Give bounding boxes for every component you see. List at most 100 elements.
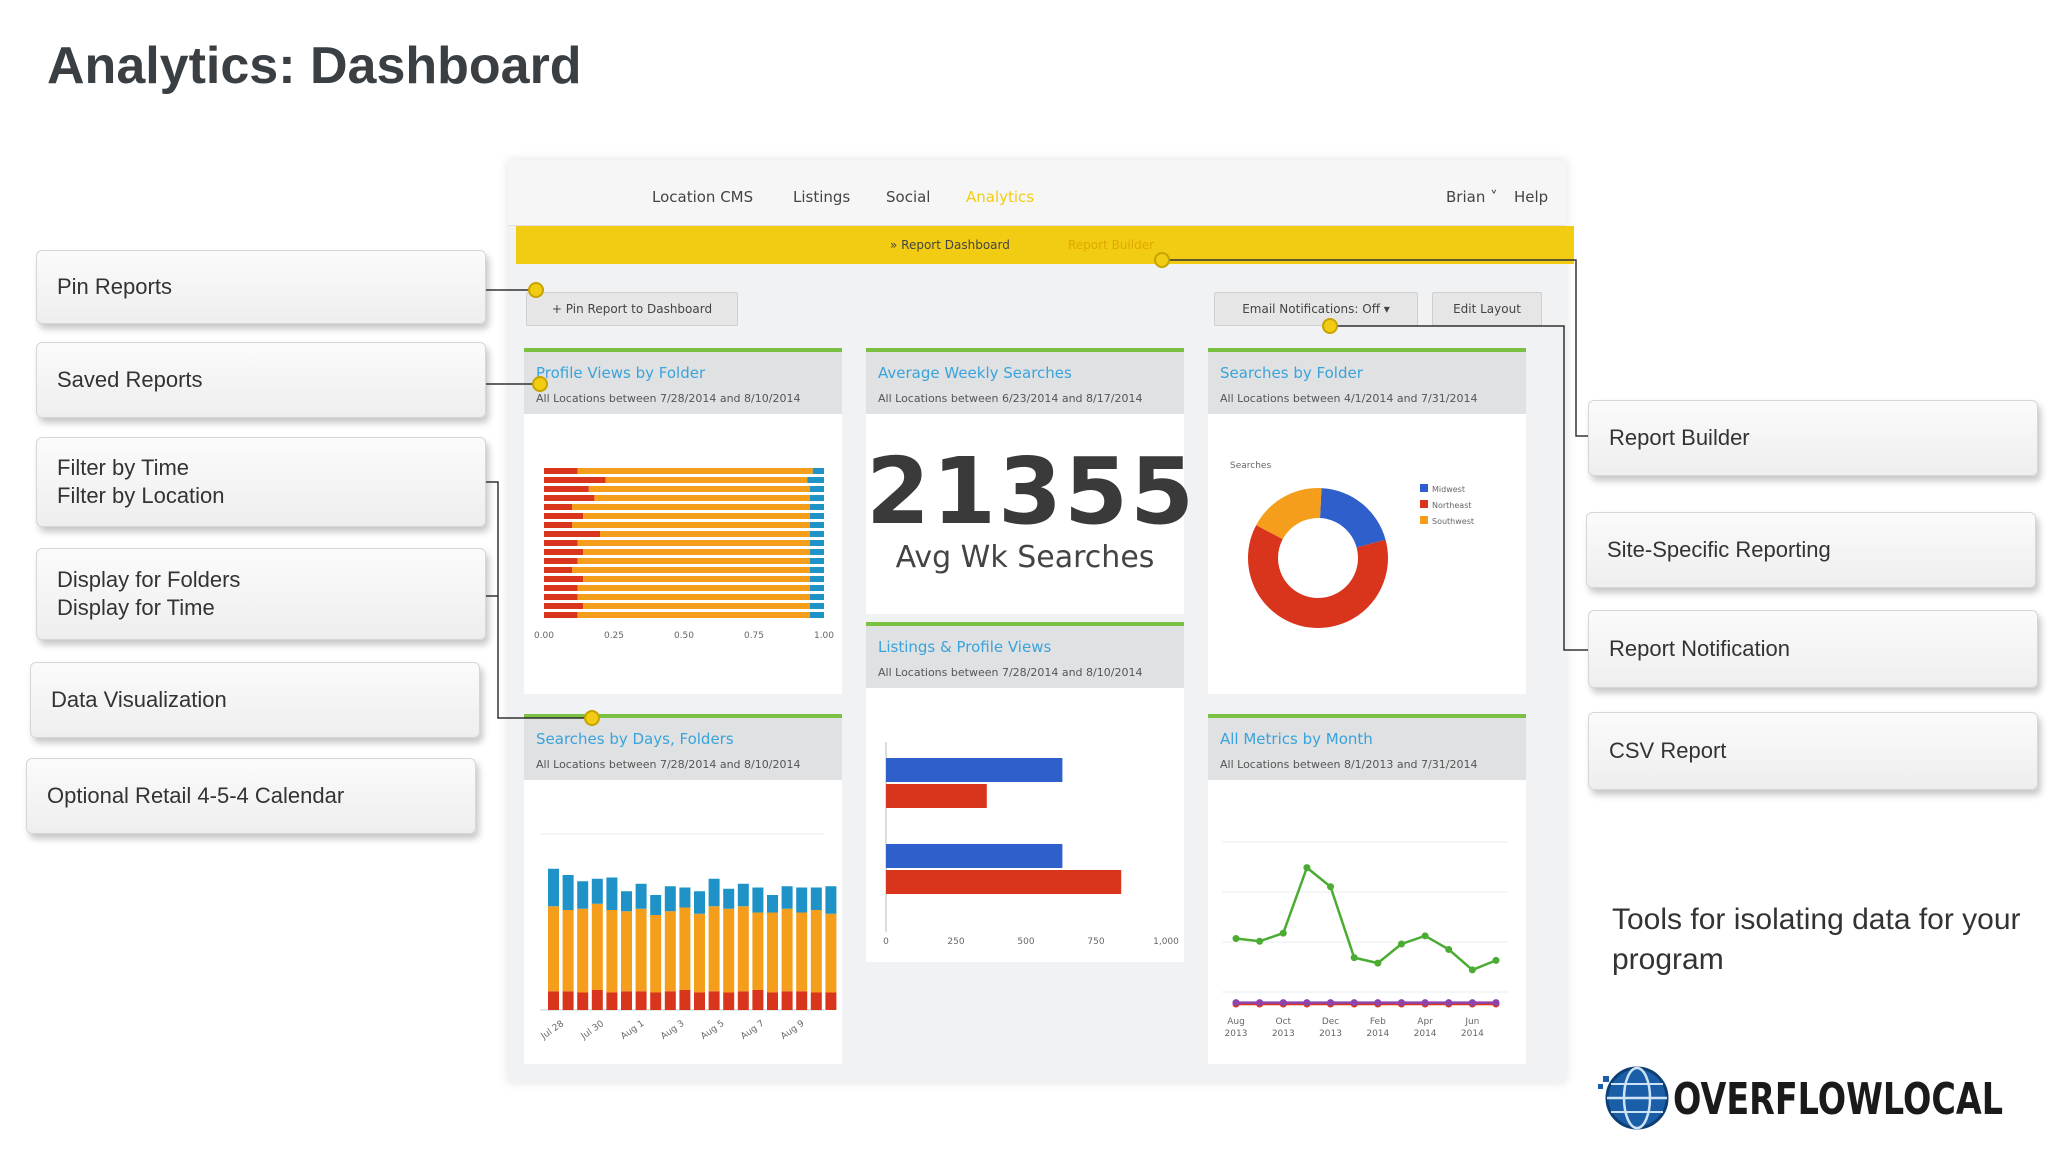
tick-label: 250	[947, 937, 964, 947]
bar-segment	[583, 603, 810, 609]
subnav-report-dashboard[interactable]: » Report Dashboard	[890, 238, 1010, 252]
data-point	[1445, 945, 1453, 953]
tick-label: 2013	[1272, 1029, 1295, 1039]
sub-nav: » Report Dashboard Report Builder	[516, 226, 1574, 264]
bar-segment	[577, 585, 810, 591]
bar-segment	[577, 881, 589, 909]
bar-segment	[664, 911, 676, 992]
bar-segment	[544, 567, 572, 573]
bar-segment	[752, 990, 764, 1010]
pin-report-button[interactable]: + Pin Report to Dashboard	[526, 292, 738, 326]
card-header: Listings & Profile Views All Locations b…	[866, 622, 1184, 688]
bar-segment	[781, 908, 793, 992]
callout-text: CSV Report	[1609, 738, 1727, 763]
user-menu[interactable]: Brian ˅	[1446, 188, 1498, 206]
bar-segment	[810, 576, 824, 582]
bar-segment	[577, 612, 810, 618]
card-title[interactable]: Listings & Profile Views	[878, 638, 1052, 656]
card-title[interactable]: All Metrics by Month	[1220, 730, 1373, 748]
bar-segment	[694, 913, 705, 993]
bar-segment	[752, 887, 764, 913]
bar-segment	[544, 585, 578, 591]
bar-segment	[737, 991, 749, 1010]
bar-segment	[583, 513, 810, 519]
tick-label: Dec	[1322, 1017, 1339, 1027]
callout-site-specific: Site-Specific Reporting	[1586, 512, 2036, 588]
data-point	[1327, 883, 1335, 891]
card-title[interactable]: Searches by Days, Folders	[536, 730, 734, 748]
bar-segment	[812, 468, 824, 474]
bar-segment	[562, 910, 574, 992]
data-point	[1256, 999, 1264, 1007]
bar-segment	[723, 992, 735, 1010]
subnav-report-builder[interactable]: Report Builder	[1068, 238, 1155, 252]
callout-saved-reports: Saved Reports	[36, 342, 486, 418]
card-searches-days: Searches by Days, Folders All Locations …	[524, 714, 842, 1064]
bar-segment	[635, 883, 647, 909]
bar-segment	[664, 886, 676, 912]
data-point	[1256, 937, 1264, 945]
nav-item-social[interactable]: Social	[886, 188, 931, 206]
bar-segment	[767, 895, 778, 913]
tick-label: Aug 9	[779, 1019, 806, 1042]
bar	[886, 844, 1063, 868]
bar-segment	[548, 868, 559, 907]
card-subtitle: All Locations between 8/1/2013 and 7/31/…	[1220, 758, 1478, 771]
marker-report-builder	[1154, 252, 1170, 268]
bar-segment	[606, 910, 618, 993]
tick-label: 750	[1087, 937, 1104, 947]
edit-layout-button[interactable]: Edit Layout	[1432, 292, 1542, 326]
nav-item-location-cms[interactable]: Location CMS	[652, 188, 754, 206]
tick-label: 2013	[1225, 1029, 1248, 1039]
email-notifications-button[interactable]: Email Notifications: Off ▾	[1214, 292, 1418, 326]
data-point	[1303, 999, 1311, 1007]
data-point	[1397, 999, 1405, 1007]
bar-segment	[583, 576, 810, 582]
bar-segment	[708, 906, 720, 992]
bar-segment	[548, 906, 559, 992]
card-searches-folder: Searches by Folder All Locations between…	[1208, 348, 1526, 694]
card-subtitle: All Locations between 7/28/2014 and 8/10…	[878, 666, 1143, 679]
bar-segment	[810, 594, 824, 600]
bar-segment	[825, 886, 837, 914]
bar-segment	[548, 991, 559, 1010]
bar-segment	[810, 585, 824, 591]
top-nav: Location CMS Listings Social Analytics B…	[508, 160, 1566, 226]
tick-label: Aug 5	[699, 1019, 726, 1042]
tick-label: Apr	[1417, 1017, 1433, 1027]
data-point	[1279, 929, 1287, 937]
callout-display: Display for Folders Display for Time	[36, 548, 486, 640]
callout-text: Data Visualization	[51, 687, 227, 712]
tick-label: 0.75	[744, 631, 764, 641]
nav-item-analytics[interactable]: Analytics	[966, 188, 1035, 206]
bar-segment	[606, 992, 618, 1010]
card-header: Average Weekly Searches All Locations be…	[866, 348, 1184, 414]
pie-slice	[1319, 488, 1386, 548]
legend-swatch	[1420, 484, 1428, 492]
bar-segment	[694, 992, 705, 1010]
bar-segment	[562, 991, 574, 1010]
bar-segment	[577, 558, 810, 564]
bar-segment	[544, 540, 578, 546]
marker-email-notifications	[1322, 318, 1338, 334]
bar-segment	[572, 504, 810, 510]
bar-segment	[544, 603, 584, 609]
tick-label: 0.50	[674, 631, 694, 641]
help-link[interactable]: Help	[1514, 188, 1549, 206]
legend-label: Midwest	[1432, 485, 1465, 494]
tick-label: 2014	[1461, 1029, 1484, 1039]
data-point	[1232, 935, 1240, 943]
legend-swatch	[1420, 500, 1428, 508]
callout-filters: Filter by Time Filter by Location	[36, 437, 486, 527]
bar-segment	[796, 991, 808, 1010]
tick-label: Aug 1	[619, 1019, 646, 1042]
bar-segment	[635, 991, 647, 1010]
nav-item-listings[interactable]: Listings	[793, 188, 851, 206]
callout-text: Filter by Location	[57, 483, 225, 508]
card-subtitle: All Locations between 6/23/2014 and 8/17…	[878, 392, 1143, 405]
card-title[interactable]: Average Weekly Searches	[878, 364, 1072, 382]
callout-text: Pin Reports	[57, 274, 172, 299]
legend-label: Northeast	[1432, 501, 1472, 510]
bar-segment	[621, 891, 632, 912]
card-title[interactable]: Profile Views by Folder	[536, 364, 706, 382]
